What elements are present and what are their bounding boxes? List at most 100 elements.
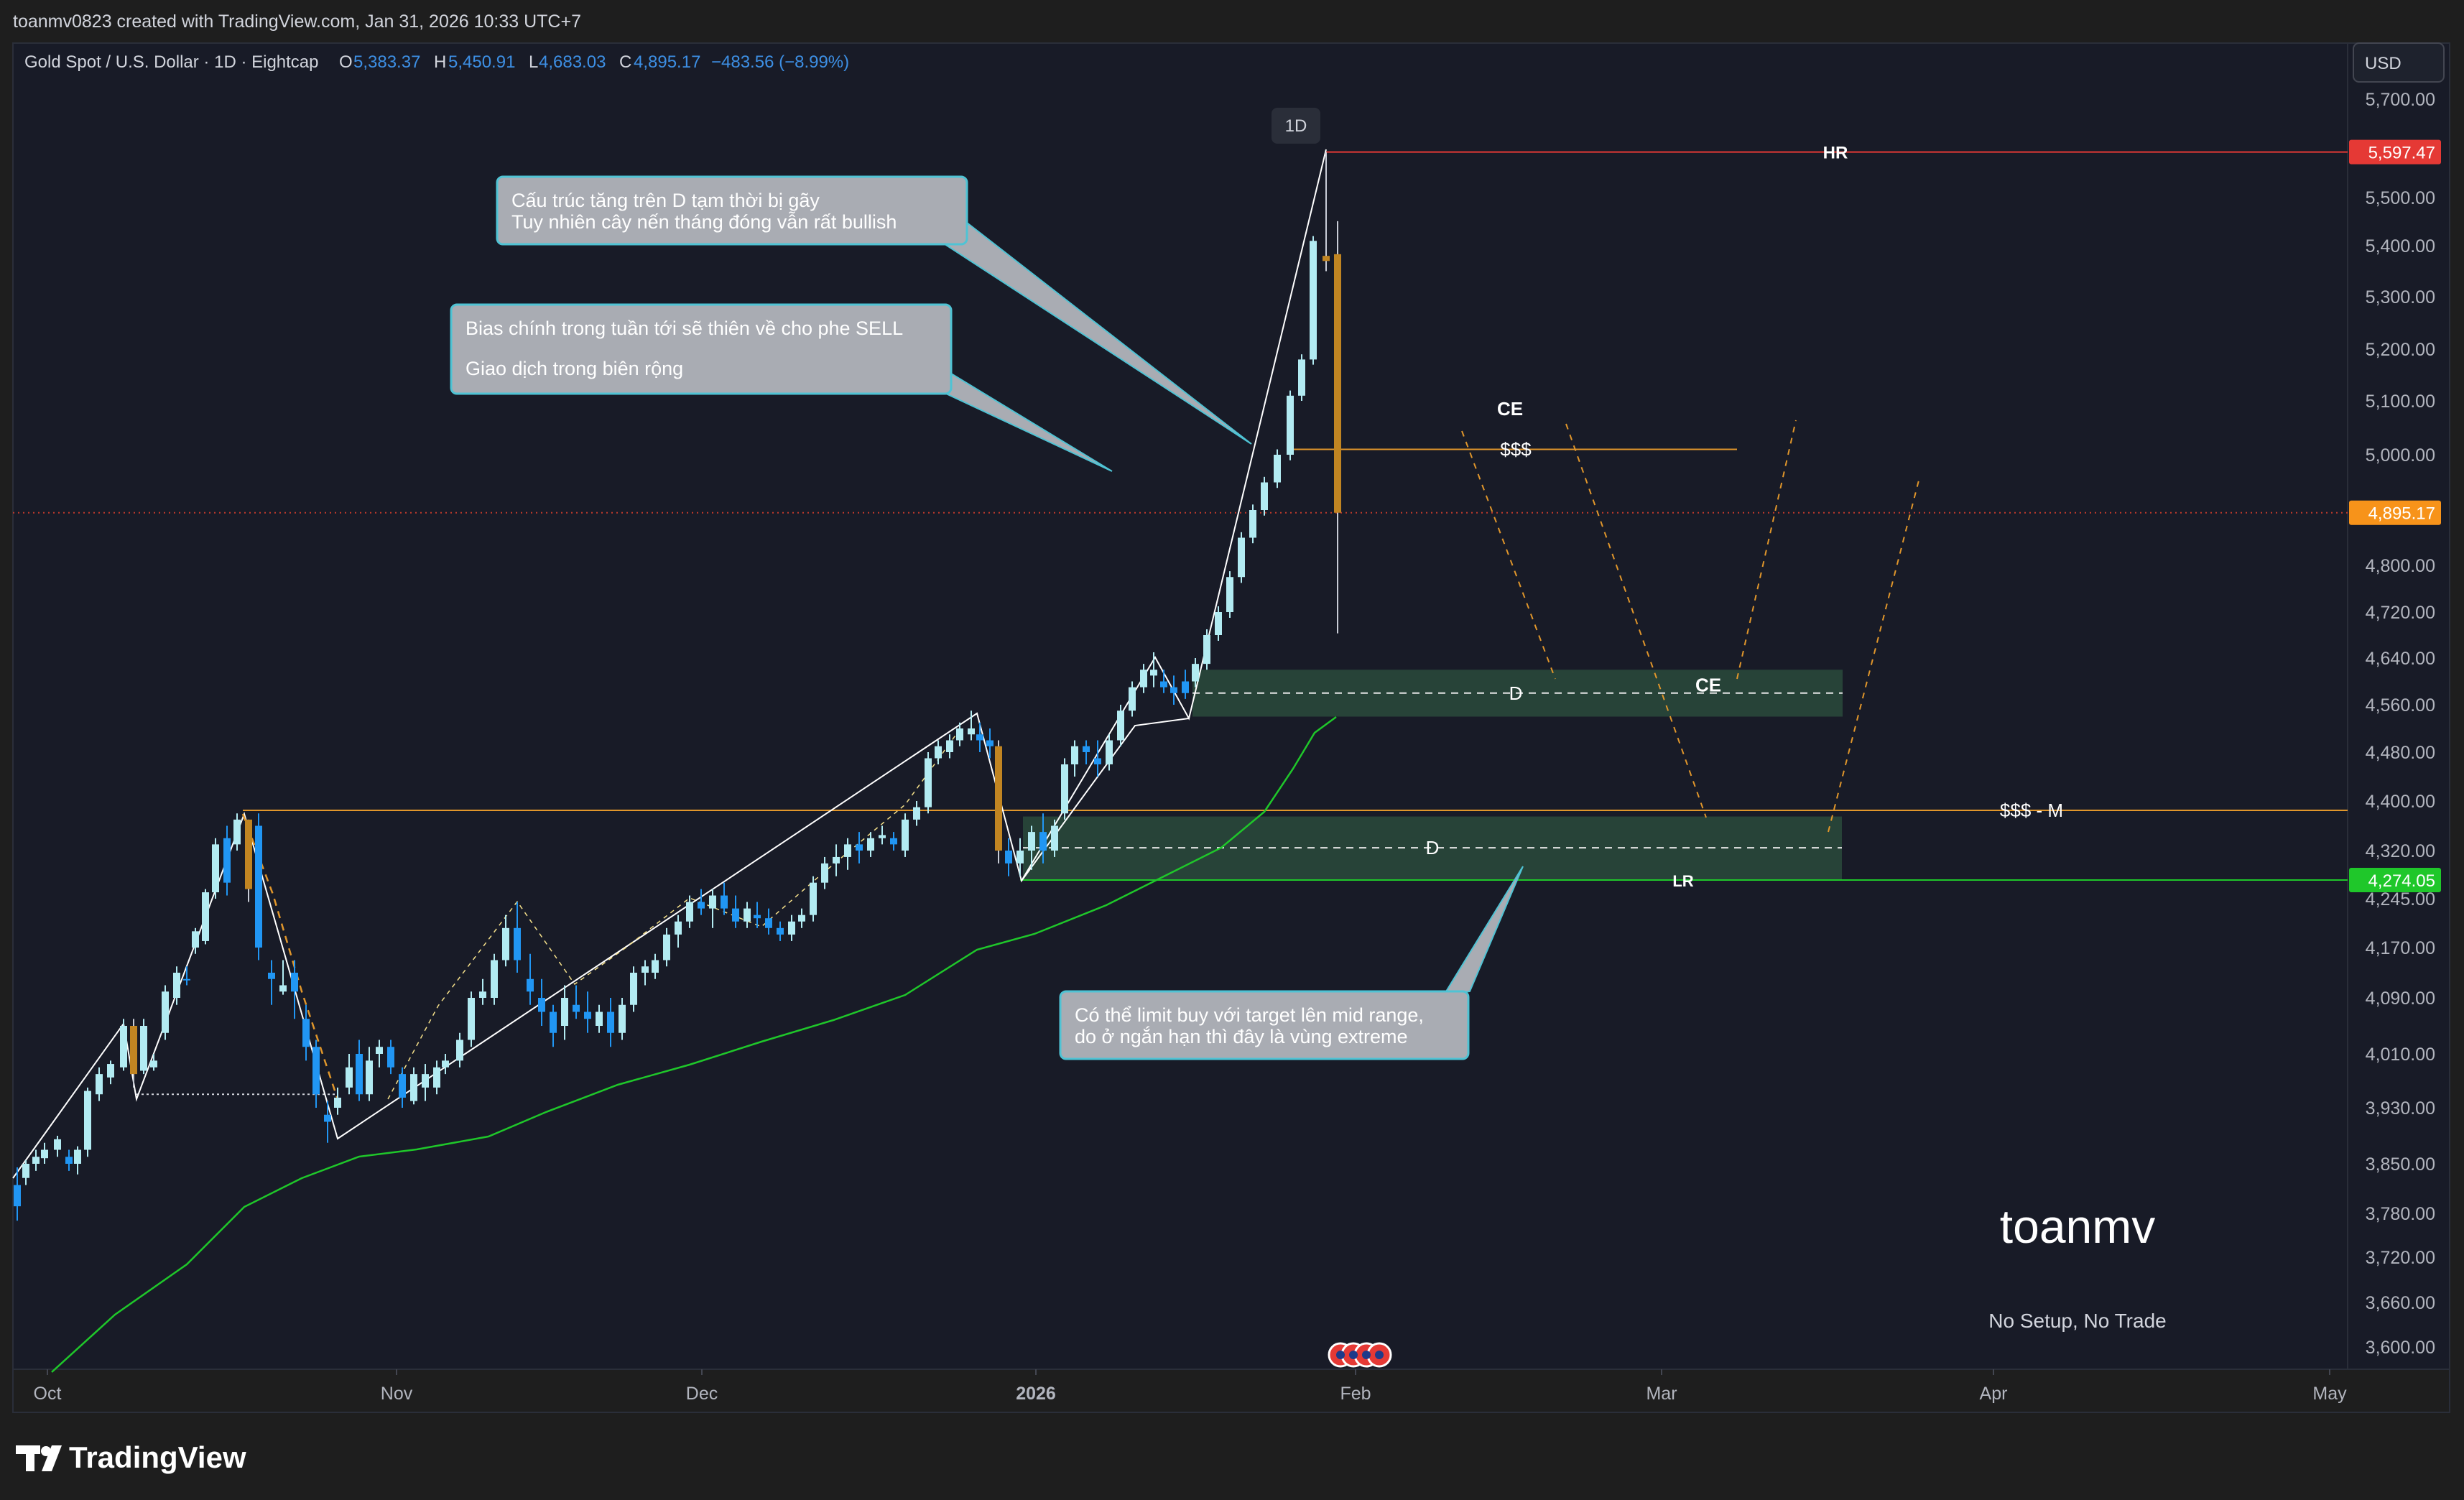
candle-body xyxy=(387,1047,394,1068)
candle-body xyxy=(946,740,953,752)
no-setup-note: No Setup, No Trade xyxy=(1988,1310,2166,1332)
callout-bias: Bias chính trong tuần tới sẽ thiên về ch… xyxy=(450,303,1113,472)
tradingview-logo[interactable]: TradingView xyxy=(16,1440,246,1474)
y-tick-label: 5,300.00 xyxy=(2366,287,2435,307)
candle-body xyxy=(956,728,963,741)
candle-body xyxy=(1150,670,1157,676)
candle-body xyxy=(366,1060,373,1095)
price-label-text: 5,597.47 xyxy=(2368,144,2435,163)
candle-body xyxy=(1094,758,1101,764)
tradingview-logo-icon xyxy=(16,1445,62,1471)
ema-line xyxy=(51,716,1337,1373)
y-tick-label: 5,500.00 xyxy=(2366,188,2435,208)
y-tick-label: 5,000.00 xyxy=(2366,445,2435,466)
candle-body xyxy=(1051,825,1058,851)
candle-body xyxy=(995,746,1002,851)
candle-body xyxy=(1170,687,1177,693)
currency-button[interactable]: USD xyxy=(2353,42,2445,83)
candle-body xyxy=(502,927,509,960)
candle-body xyxy=(788,921,795,935)
candle-body xyxy=(652,960,659,973)
candle-body xyxy=(96,1074,103,1095)
candle-body xyxy=(433,1067,440,1088)
callout-bias-text: Bias chính trong tuần tới sẽ thiên về ch… xyxy=(466,318,903,339)
x-tick-label: Dec xyxy=(686,1384,718,1404)
candle-body xyxy=(140,1026,147,1071)
callout-bias-text: Giao dịch trong biên rộng xyxy=(466,358,683,379)
ohlc-value: 4,895.17 xyxy=(634,52,700,72)
x-tick-label: Mar xyxy=(1646,1384,1677,1404)
candle-body xyxy=(1071,746,1078,764)
level-hr-label: HR xyxy=(1823,144,1848,163)
candle-body xyxy=(1160,681,1167,688)
candle-body xyxy=(573,1004,580,1012)
projection-path xyxy=(1461,430,1556,680)
interval-label: 1D xyxy=(1285,116,1307,136)
candle-body xyxy=(584,1011,591,1019)
candle-body xyxy=(732,908,739,922)
candle-body xyxy=(74,1149,81,1164)
candle-body xyxy=(777,927,784,935)
event-flags[interactable] xyxy=(1328,1342,1392,1368)
candle-body xyxy=(1203,635,1210,665)
y-tick-label: 5,400.00 xyxy=(2366,236,2435,256)
candle-body xyxy=(1323,256,1330,261)
y-tick-label: 3,720.00 xyxy=(2366,1248,2435,1268)
demand-zone-upper-label: D xyxy=(1509,682,1523,704)
structure-line-2 xyxy=(1021,718,1190,881)
candle-body xyxy=(550,1011,557,1033)
y-tick-label: 4,400.00 xyxy=(2366,792,2435,812)
candle-body xyxy=(913,807,920,820)
candle-body xyxy=(1083,746,1090,752)
candle-body xyxy=(844,844,851,857)
candle-body xyxy=(422,1074,429,1088)
candle-body xyxy=(765,918,772,928)
candle-body xyxy=(399,1074,406,1098)
candle-body xyxy=(1061,764,1068,814)
projection-path xyxy=(1828,477,1920,833)
y-tick-label: 4,170.00 xyxy=(2366,938,2435,958)
candle-body xyxy=(491,960,498,998)
candle-body xyxy=(561,998,568,1026)
candle-body xyxy=(150,1060,157,1068)
candle-body xyxy=(1140,670,1147,688)
x-tick-label: May xyxy=(2312,1384,2347,1404)
candle-body xyxy=(334,1097,341,1108)
x-tick-label: Oct xyxy=(34,1384,62,1404)
candle-body xyxy=(130,1026,137,1075)
candle-body xyxy=(1129,687,1136,711)
ohlc-key: H xyxy=(434,52,446,72)
candle-body xyxy=(245,819,252,889)
y-tick-label: 3,780.00 xyxy=(2366,1204,2435,1224)
candle-body xyxy=(223,838,231,883)
callouts: Cấu trúc tăng trên D tạm thời bị gãyTuy … xyxy=(450,175,1524,1060)
candle-body xyxy=(173,973,180,998)
callout-bias-box xyxy=(450,303,953,395)
y-tick-label: 4,480.00 xyxy=(2366,743,2435,763)
candle-body xyxy=(14,1185,21,1207)
candle-body xyxy=(821,863,828,883)
author-watermark: toanmv xyxy=(2000,1200,2155,1253)
candle-body xyxy=(1192,664,1199,682)
tradingview-logo-text: TradingView xyxy=(69,1440,246,1474)
ohlc-key: C xyxy=(619,52,631,72)
price-label-text: 4,895.17 xyxy=(2368,504,2435,524)
candle-body xyxy=(291,973,298,992)
candle-body xyxy=(968,728,975,735)
candle-body xyxy=(538,998,545,1012)
candle-body xyxy=(856,844,863,851)
candle-body xyxy=(456,1040,463,1061)
candle-body xyxy=(65,1157,73,1164)
ohlc-key: L xyxy=(529,52,538,72)
candle-body xyxy=(986,740,994,746)
candle-body xyxy=(32,1157,40,1164)
candle-body xyxy=(279,985,287,992)
projection-path xyxy=(1736,420,1797,680)
price-label-box xyxy=(2349,500,2441,525)
price-label-text: 4,274.05 xyxy=(2368,871,2435,891)
candle-body xyxy=(721,895,728,909)
candles xyxy=(14,152,1341,1221)
candle-body xyxy=(84,1091,91,1150)
plot-background xyxy=(13,43,2348,1369)
